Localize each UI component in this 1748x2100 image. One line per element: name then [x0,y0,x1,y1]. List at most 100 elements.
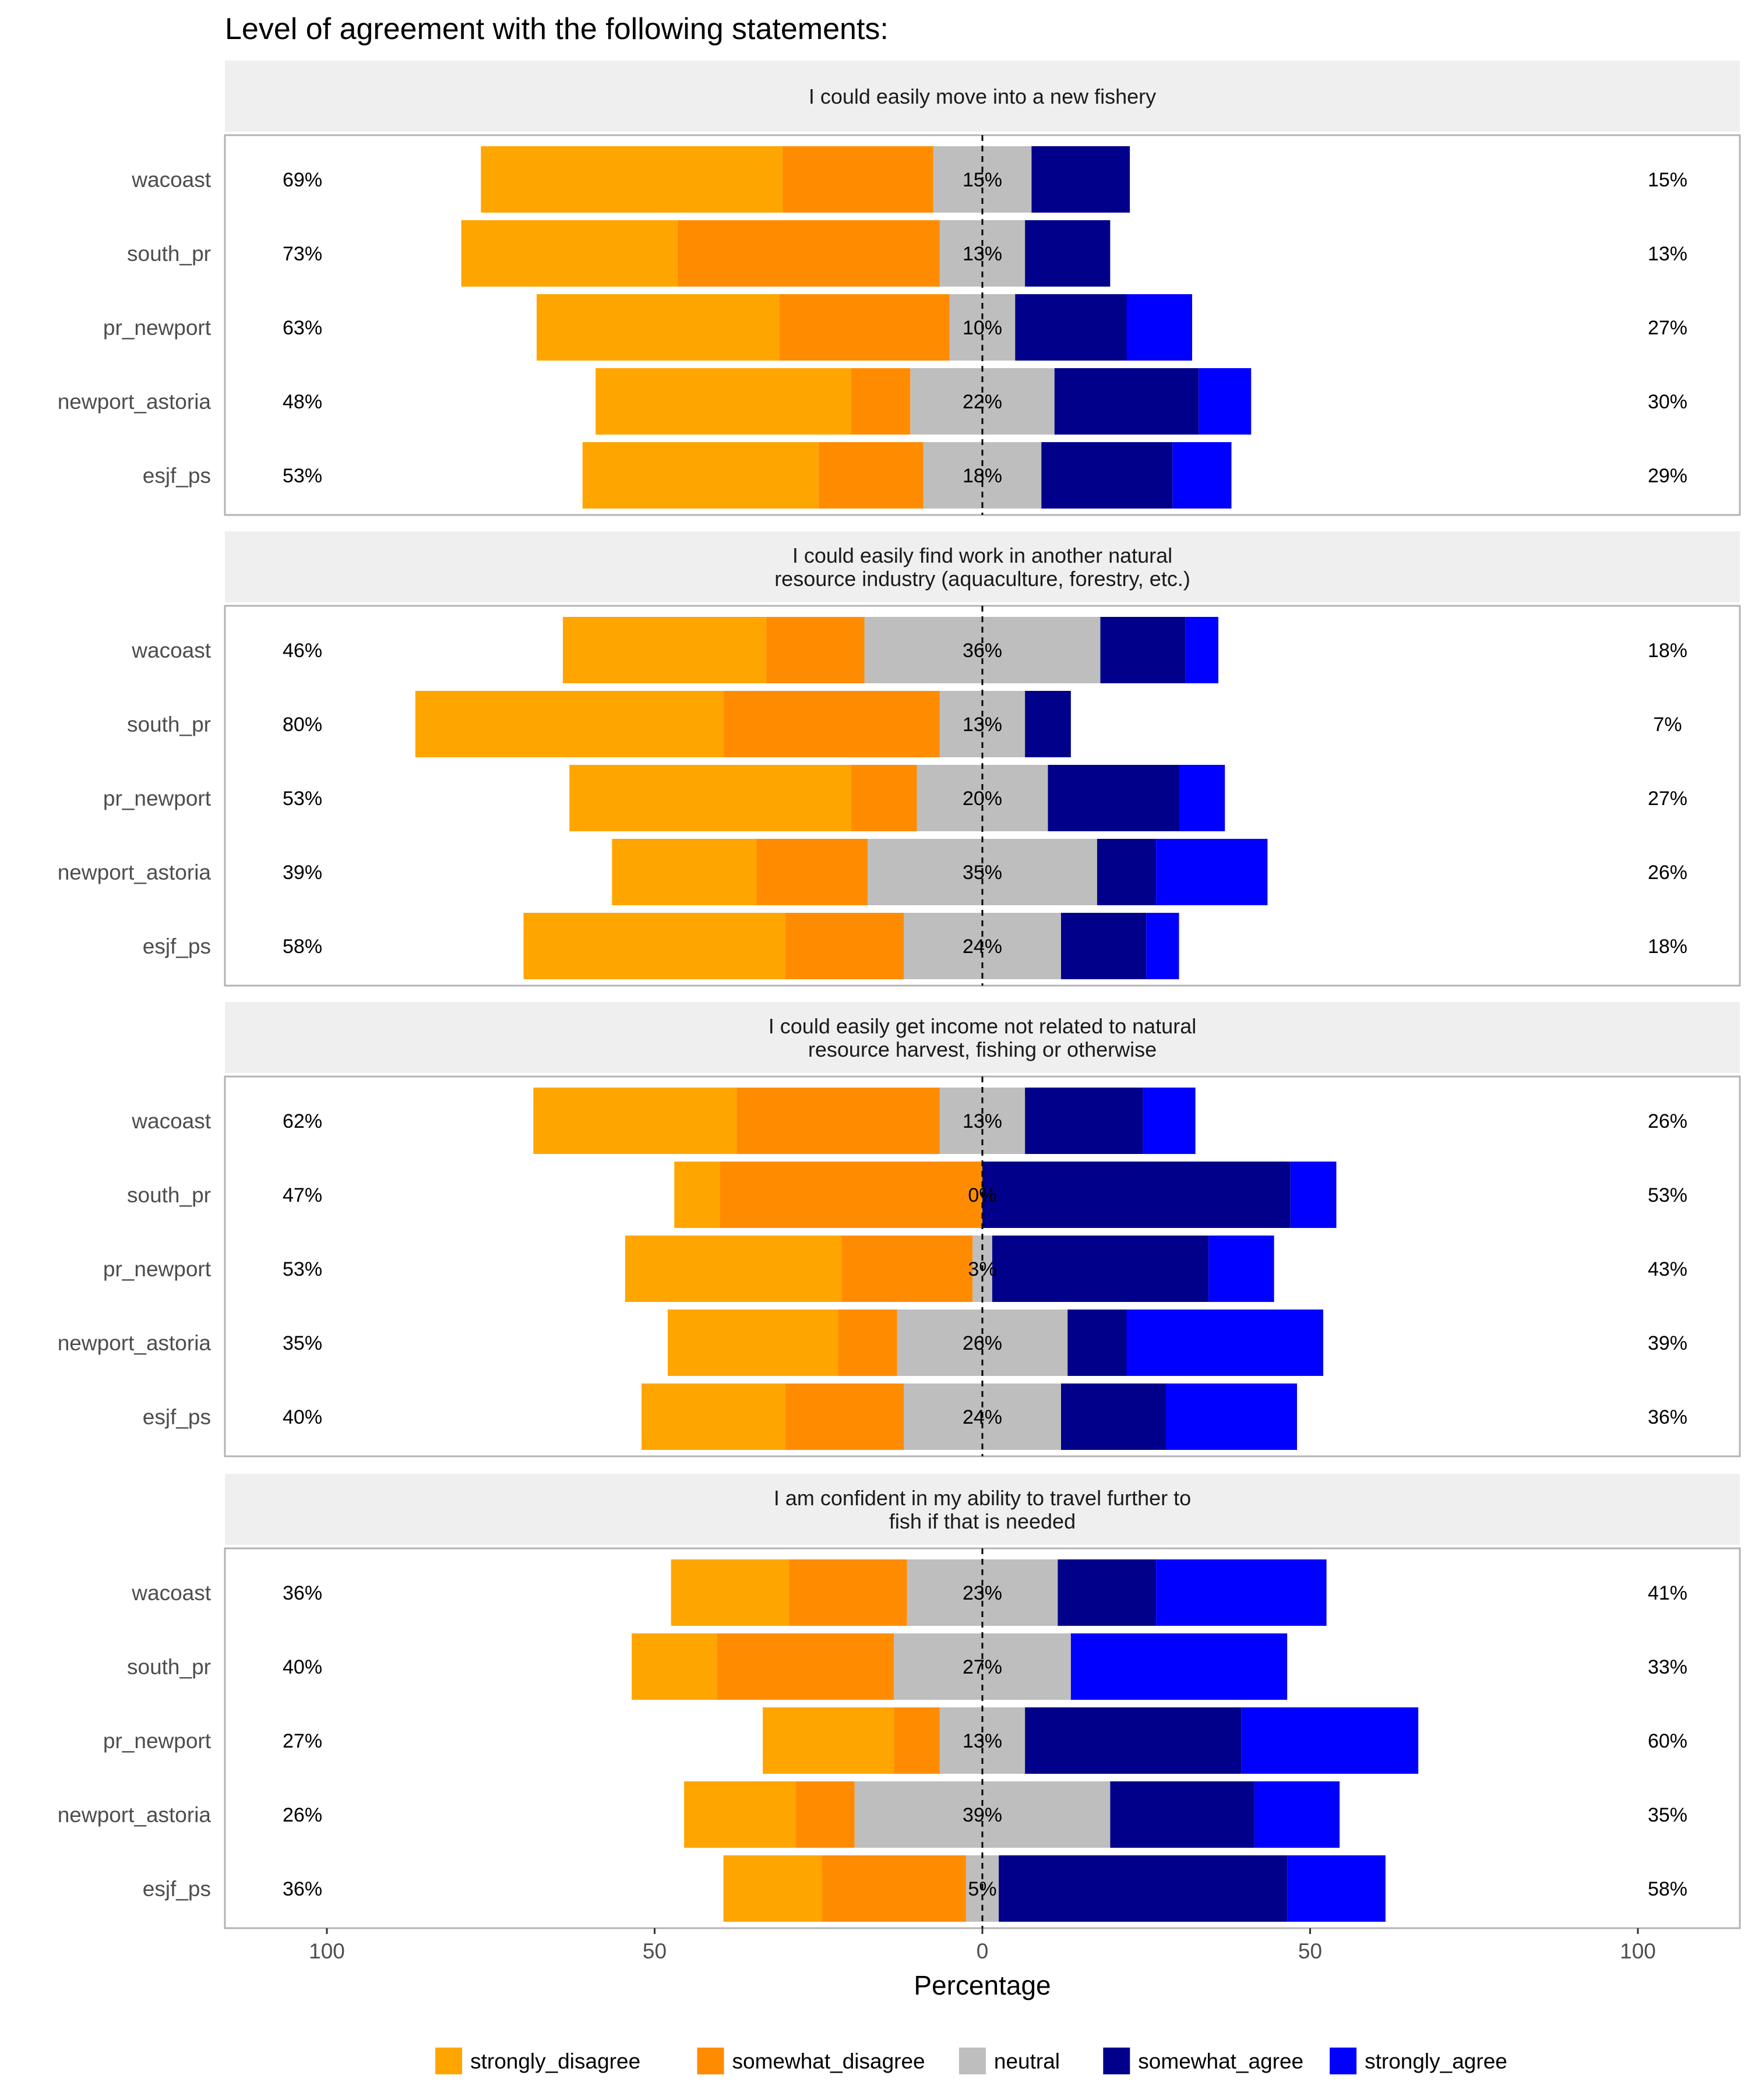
left-percent-label: 63% [283,317,322,339]
bar-segment-strongly-disagree [674,1162,720,1228]
left-percent-label: 36% [283,1878,322,1900]
facet-panel: I could easily move into a new fishery wa… [58,61,1741,516]
category-label: pr_newport [103,1729,212,1753]
facet-strip-title: resource harvest, fishing or otherwise [808,1037,1157,1061]
facet-strip-title: I could easily move into a new fishery [809,84,1156,108]
bar-segment-somewhat-disagree [785,913,904,979]
legend-item-strongly-agree: strongly_agree [1330,2048,1507,2074]
bar-segment-strongly-disagree [642,1383,786,1450]
bar-segment-somewhat-disagree [851,368,911,435]
right-percent-label: 15% [1648,169,1687,191]
bar-segment-strongly-agree [1172,442,1232,509]
category-label: newport_astoria [58,860,212,884]
facet-strip-title: resource industry (aquaculture, forestry… [774,567,1190,591]
legend-item-somewhat-agree: somewhat_agree [1103,2048,1303,2074]
bar-segment-strongly-agree [1126,294,1192,361]
bar-segment-somewhat-agree [992,1236,1209,1302]
bar-segment-somewhat-agree [1031,146,1130,213]
bar-segment-strongly-agree [1126,1310,1323,1376]
right-percent-label: 33% [1648,1656,1687,1678]
legend-swatch [1103,2048,1130,2074]
right-percent-label: 26% [1648,1110,1687,1132]
category-label: wacoast [131,1581,211,1605]
bar-segment-strongly-disagree [612,839,756,905]
bar-segment-somewhat-agree [1110,1781,1254,1848]
category-label: south_pr [127,242,211,266]
left-percent-label: 62% [283,1110,322,1132]
bar-segment-strongly-agree [1287,1855,1386,1922]
category-label: pr_newport [103,316,212,340]
bar-segment-strongly-disagree [632,1633,717,1700]
right-percent-label: 58% [1648,1878,1687,1900]
legend-item-neutral: neutral [958,2048,1060,2074]
bar-segment-strongly-agree [1185,617,1218,683]
left-percent-label: 80% [283,714,322,736]
facet-strip-title: fish if that is needed [889,1509,1076,1533]
legend-label: somewhat_disagree [732,2049,925,2073]
facet-strip [225,531,1740,602]
bar-segment-strongly-disagree [415,691,724,757]
bar-segment-somewhat-agree [1025,1707,1242,1774]
bar-segment-somewhat-disagree [822,1855,966,1922]
left-percent-label: 47% [283,1184,322,1206]
right-percent-label: 7% [1653,714,1682,736]
left-percent-label: 26% [283,1804,322,1826]
bar-segment-strongly-disagree [481,146,783,213]
bar-segment-somewhat-disagree [756,839,868,905]
legend-swatch [1330,2048,1357,2074]
legend-label: strongly_disagree [470,2049,640,2073]
facet-strip [225,1474,1740,1545]
left-percent-label: 69% [283,169,322,191]
right-percent-label: 18% [1648,640,1687,662]
facet-strip-title: I am confident in my ability to travel f… [774,1486,1191,1510]
bar-segment-somewhat-agree [1025,691,1071,757]
legend-item-somewhat-disagree: somewhat_disagree [697,2048,925,2074]
bar-segment-strongly-disagree [684,1781,796,1848]
bar-segment-somewhat-agree [1061,913,1147,979]
right-percent-label: 29% [1648,465,1687,487]
category-label: newport_astoria [58,1803,212,1827]
bar-segment-somewhat-agree [1058,1559,1157,1626]
bar-segment-strongly-disagree [763,1707,894,1774]
bar-segment-strongly-disagree [523,913,786,979]
right-percent-label: 27% [1648,788,1687,810]
bar-segment-strongly-agree [1156,839,1268,905]
legend-swatch [435,2048,463,2074]
chart-title: Level of agreement with the following st… [225,12,889,46]
bar-segment-strongly-agree [1208,1236,1274,1302]
category-label: south_pr [127,1183,211,1207]
bar-segment-strongly-agree [1199,368,1252,435]
left-percent-label: 46% [283,640,322,662]
facet-strip [225,61,1740,132]
right-percent-label: 43% [1648,1258,1687,1280]
category-label: newport_astoria [58,1331,212,1355]
bar-segment-somewhat-disagree [795,1781,855,1848]
bar-segment-strongly-agree [1179,765,1225,831]
left-percent-label: 27% [283,1730,322,1752]
category-label: south_pr [127,712,211,736]
legend-swatch [697,2048,724,2074]
left-percent-label: 36% [283,1582,322,1604]
facet-strip-title: I could easily find work in another natu… [792,543,1172,567]
bar-segment-somewhat-agree [1048,765,1179,831]
bar-segment-somewhat-agree [1041,442,1173,509]
category-label: newport_astoria [58,390,212,414]
bar-segment-strongly-disagree [595,368,851,435]
legend-label: somewhat_agree [1138,2049,1303,2073]
legend-swatch [958,2048,986,2074]
right-percent-label: 60% [1648,1730,1687,1752]
bar-segment-somewhat-disagree [785,1383,904,1450]
category-label: south_pr [127,1655,211,1679]
category-label: esjf_ps [143,1877,211,1901]
bar-segment-strongly-disagree [668,1310,838,1376]
left-percent-label: 53% [283,788,322,810]
bar-segment-somewhat-disagree [818,442,924,509]
bar-segment-somewhat-disagree [851,765,917,831]
right-percent-label: 27% [1648,317,1687,339]
left-percent-label: 73% [283,243,322,265]
bar-segment-somewhat-disagree [779,294,950,361]
bar-segment-strongly-disagree [671,1559,790,1626]
bar-segment-somewhat-disagree [720,1162,982,1228]
